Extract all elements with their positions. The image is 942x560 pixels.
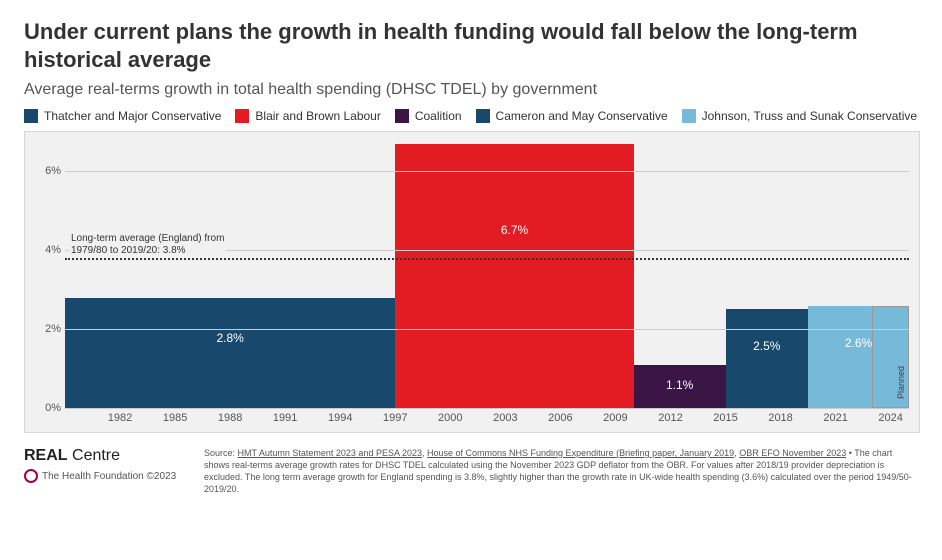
legend-item: Coalition xyxy=(395,109,462,123)
planned-box: Planned xyxy=(872,306,909,409)
legend-swatch xyxy=(24,109,38,123)
x-tick-label: 1988 xyxy=(218,412,242,424)
legend-swatch xyxy=(235,109,249,123)
source-link: House of Commons NHS Funding Expenditure… xyxy=(427,448,734,458)
grid-line xyxy=(65,329,909,330)
logo-sub-text: The Health Foundation ©2023 xyxy=(42,471,176,482)
chart-title: Under current plans the growth in health… xyxy=(24,18,918,73)
x-tick-label: 1982 xyxy=(108,412,132,424)
legend-label: Cameron and May Conservative xyxy=(496,109,668,123)
source-link: OBR EFO November 2023 xyxy=(739,448,846,458)
legend-item: Thatcher and Major Conservative xyxy=(24,109,221,123)
avg-label-line1: Long-term average (England) from xyxy=(71,233,224,245)
x-tick-label: 2021 xyxy=(823,412,847,424)
bars-row: 2.8%6.7%1.1%2.5%2.6%Planned xyxy=(65,132,909,408)
bar-value-label: 1.1% xyxy=(634,378,726,392)
avg-label: Long-term average (England) from1979/80 … xyxy=(69,232,226,258)
y-tick-label: 2% xyxy=(31,323,61,335)
bar-value-label: 6.7% xyxy=(395,223,634,237)
ring-icon xyxy=(24,469,38,483)
legend-item: Cameron and May Conservative xyxy=(476,109,668,123)
x-tick-label: 2000 xyxy=(438,412,462,424)
legend-label: Thatcher and Major Conservative xyxy=(44,109,221,123)
avg-label-line2: 1979/80 to 2019/20: 3.8% xyxy=(71,245,224,257)
logo-rest: Centre xyxy=(68,447,120,464)
chart-page: Under current plans the growth in health… xyxy=(0,0,942,560)
bar-value-label: 2.8% xyxy=(65,331,395,345)
source-text: Source: HMT Autumn Statement 2023 and PE… xyxy=(204,447,918,496)
legend-item: Johnson, Truss and Sunak Conservative xyxy=(682,109,917,123)
legend-label: Johnson, Truss and Sunak Conservative xyxy=(702,109,917,123)
bar: 2.8% xyxy=(65,298,395,408)
x-tick-label: 2003 xyxy=(493,412,517,424)
x-tick-label: 2024 xyxy=(878,412,902,424)
legend-label: Blair and Brown Labour xyxy=(255,109,380,123)
logo-block: REAL Centre The Health Foundation ©2023 xyxy=(24,447,184,483)
x-tick-label: 1994 xyxy=(328,412,352,424)
plot-area: 2.8%6.7%1.1%2.5%2.6%Planned 0%2%4%6%Long… xyxy=(65,132,909,408)
bar-value-label: 2.5% xyxy=(726,339,809,353)
x-axis: 1982 1985 1988 1991 1994 1997 2000 2003 2006 2009… xyxy=(65,408,909,432)
legend-swatch xyxy=(395,109,409,123)
x-tick-label: 2012 xyxy=(658,412,682,424)
x-tick-label: 1985 xyxy=(163,412,187,424)
y-tick-label: 4% xyxy=(31,244,61,256)
logo-main: REAL Centre xyxy=(24,447,184,465)
y-tick-label: 6% xyxy=(31,165,61,177)
logo-bold: REAL xyxy=(24,447,68,464)
x-tick-label: 2009 xyxy=(603,412,627,424)
x-tick-label: 1991 xyxy=(273,412,297,424)
y-tick-label: 0% xyxy=(31,402,61,414)
legend-swatch xyxy=(682,109,696,123)
x-tick-label: 2006 xyxy=(548,412,572,424)
legend-item: Blair and Brown Labour xyxy=(235,109,380,123)
x-tick-label: 2015 xyxy=(713,412,737,424)
chart-area: 2.8%6.7%1.1%2.5%2.6%Planned 0%2%4%6%Long… xyxy=(24,131,920,433)
source-link: HMT Autumn Statement 2023 and PESA 2023 xyxy=(238,448,422,458)
legend-swatch xyxy=(476,109,490,123)
footer: REAL Centre The Health Foundation ©2023 … xyxy=(24,447,918,496)
chart-subtitle: Average real-terms growth in total healt… xyxy=(24,81,918,99)
legend-label: Coalition xyxy=(415,109,462,123)
planned-label: Planned xyxy=(896,366,906,399)
x-tick-label: 2018 xyxy=(768,412,792,424)
bar: 2.5% xyxy=(726,309,809,408)
bar: 6.7% xyxy=(395,144,634,408)
grid-line xyxy=(65,171,909,172)
avg-line xyxy=(65,258,909,260)
logo-sub: The Health Foundation ©2023 xyxy=(24,469,184,483)
x-tick-label: 1997 xyxy=(383,412,407,424)
bar: 1.1% xyxy=(634,365,726,408)
legend: Thatcher and Major Conservative Blair and… xyxy=(24,109,918,123)
